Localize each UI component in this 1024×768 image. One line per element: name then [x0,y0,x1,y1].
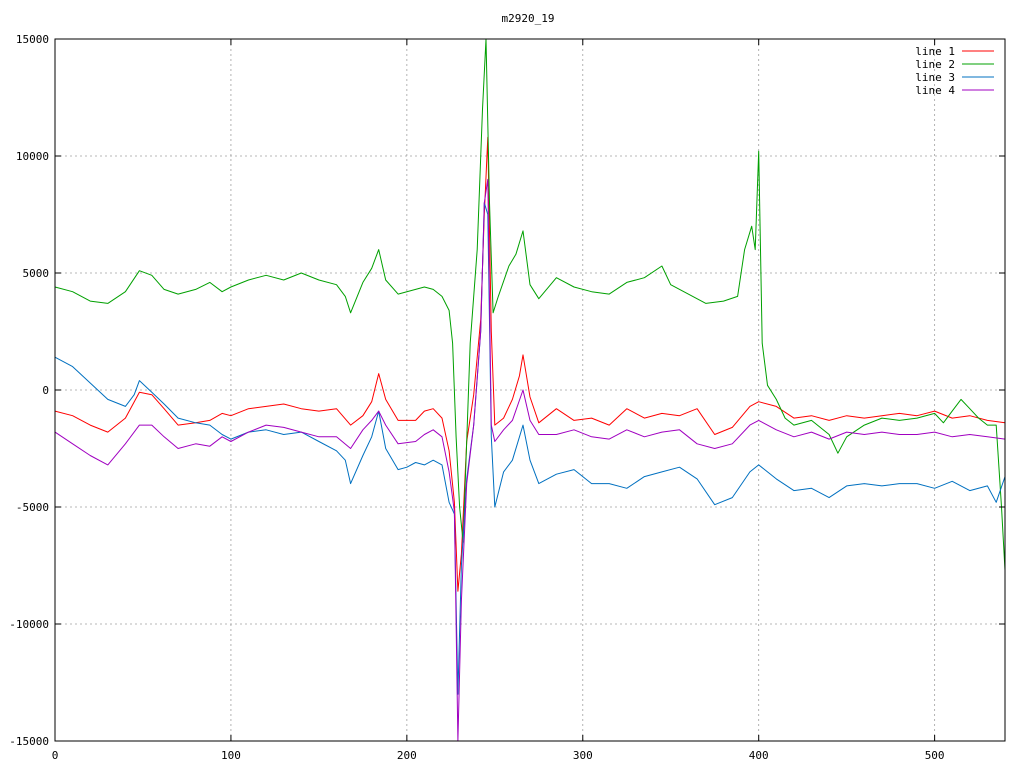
legend-label-3: line 3 [915,71,955,84]
x-tick-label: 0 [52,749,59,762]
legend-label-1: line 1 [915,45,955,58]
legend-label-2: line 2 [915,58,955,71]
chart-title: m2920_19 [502,12,555,25]
series-layer [54,38,1006,742]
series-line-1 [54,136,1006,592]
y-tick-label: -10000 [9,618,49,631]
x-tick-label: 100 [221,749,241,762]
y-tick-label: -15000 [9,735,49,748]
legend-label-4: line 4 [915,84,955,97]
series-line-2 [54,38,1006,571]
grid [55,39,1005,741]
series-line-3 [54,202,1006,695]
y-tick-label: 15000 [16,33,49,46]
x-tick-label: 200 [397,749,417,762]
series-line-4 [54,178,1006,742]
y-tick-label: 0 [42,384,49,397]
x-tick-label: 300 [573,749,593,762]
y-tick-label: 10000 [16,150,49,163]
y-tick-label: 5000 [23,267,50,280]
y-tick-label: -5000 [16,501,49,514]
axes: -15000 -10000 -5000 0 5000 10000 15000 0 100 200 3… [9,33,1005,762]
x-tick-label: 400 [749,749,769,762]
x-tick-label: 500 [925,749,945,762]
